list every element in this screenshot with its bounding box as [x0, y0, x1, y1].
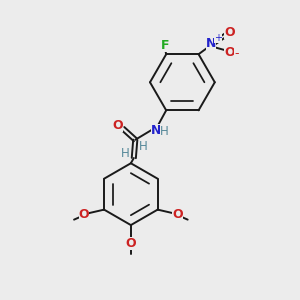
Text: H: H — [121, 147, 130, 160]
Text: O: O — [125, 237, 136, 250]
Text: O: O — [224, 46, 235, 59]
Text: +: + — [214, 33, 222, 43]
Text: N: N — [206, 37, 216, 50]
Text: F: F — [160, 39, 169, 52]
Text: H: H — [160, 125, 169, 138]
Text: -: - — [234, 47, 238, 60]
Text: O: O — [79, 208, 89, 220]
Text: N: N — [151, 124, 161, 136]
Text: O: O — [224, 26, 235, 39]
Text: H: H — [139, 140, 148, 153]
Text: O: O — [172, 208, 183, 220]
Text: O: O — [112, 118, 123, 131]
